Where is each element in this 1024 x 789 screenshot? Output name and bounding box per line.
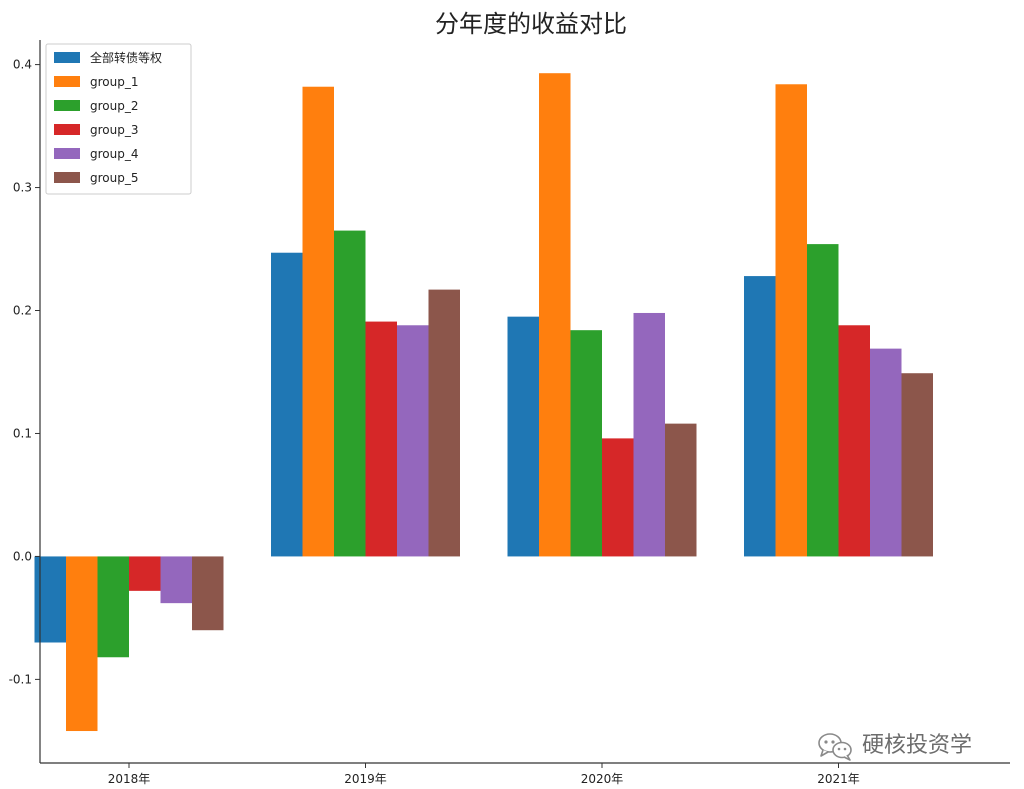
y-tick-label: 0.4 xyxy=(13,58,32,72)
x-tick-label: 2020年 xyxy=(581,772,624,786)
bar-group_2-2021年 xyxy=(807,244,839,557)
y-tick-label: 0.3 xyxy=(13,181,32,195)
legend-box xyxy=(45,43,192,195)
bars-group xyxy=(34,73,933,732)
legend-swatch xyxy=(54,124,80,135)
bar-全部转债等权-2019年 xyxy=(271,252,303,557)
bar-group_5-2021年 xyxy=(901,373,933,557)
bar-group_1-2019年 xyxy=(302,86,334,557)
legend-label: group_3 xyxy=(90,123,139,137)
chart-title: 分年度的收益对比 xyxy=(435,10,627,38)
legend-label: group_5 xyxy=(90,171,139,185)
bar-group_3-2020年 xyxy=(602,438,634,557)
legend-swatch xyxy=(54,76,80,87)
bar-全部转债等权-2020年 xyxy=(507,316,539,557)
legend: 全部转债等权 group_1 group_2 group_3 group_4 group_… xyxy=(45,43,192,195)
bar-group_4-2021年 xyxy=(870,348,902,557)
y-tick-label: 0.1 xyxy=(13,426,32,440)
bar-group_1-2018年 xyxy=(66,556,98,732)
x-tick-label: 2021年 xyxy=(817,772,860,786)
legend-label: group_1 xyxy=(90,75,139,89)
bar-group_1-2020年 xyxy=(539,73,571,557)
wechat-icon xyxy=(818,733,852,761)
bar-group_4-2020年 xyxy=(633,312,665,557)
bar-group_4-2018年 xyxy=(160,556,192,604)
x-ticks: 2018年 2019年 2020年 2021年 xyxy=(108,763,860,786)
x-tick-label: 2018年 xyxy=(108,772,151,786)
y-ticks: -0.1 0.0 0.1 0.2 0.3 0.4 xyxy=(9,58,40,686)
bar-全部转债等权-2018年 xyxy=(34,556,66,643)
bar-group_3-2021年 xyxy=(838,325,870,557)
bar-全部转债等权-2021年 xyxy=(744,276,776,557)
legend-swatch xyxy=(54,172,80,183)
bar-group_4-2019年 xyxy=(397,325,429,557)
legend-label: group_2 xyxy=(90,99,139,113)
watermark: 硬核投资学 xyxy=(818,733,972,761)
legend-label: 全部转债等权 xyxy=(90,50,162,65)
bar-group_5-2019年 xyxy=(428,289,460,557)
legend-swatch xyxy=(54,148,80,159)
legend-items: 全部转债等权 group_1 group_2 group_3 group_4 group_… xyxy=(54,50,162,185)
legend-swatch xyxy=(54,100,80,111)
bar-group_1-2021年 xyxy=(775,84,807,557)
bar-group_3-2018年 xyxy=(129,556,161,591)
x-tick-label: 2019年 xyxy=(344,772,387,786)
bar-group_2-2020年 xyxy=(570,330,602,557)
y-tick-label: 0.0 xyxy=(13,549,32,563)
y-tick-label: -0.1 xyxy=(9,672,32,686)
bar-group_5-2018年 xyxy=(192,556,224,631)
bar-group_3-2019年 xyxy=(365,321,397,557)
bar-group_2-2018年 xyxy=(97,556,129,658)
bar-group_2-2019年 xyxy=(334,230,366,557)
bar-group_5-2020年 xyxy=(665,423,697,557)
legend-label: group_4 xyxy=(90,147,139,161)
legend-swatch xyxy=(54,52,80,63)
watermark-text: 硬核投资学 xyxy=(862,733,972,758)
y-tick-label: 0.2 xyxy=(13,304,32,318)
